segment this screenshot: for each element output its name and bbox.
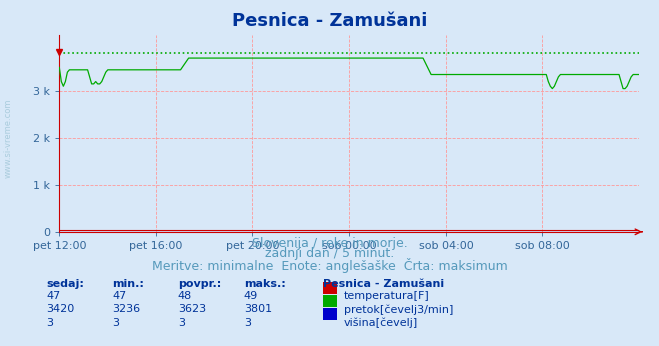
Text: 48: 48 [178,291,192,301]
Text: maks.:: maks.: [244,279,285,289]
Text: 3801: 3801 [244,304,272,315]
Text: sedaj:: sedaj: [46,279,84,289]
Text: www.si-vreme.com: www.si-vreme.com [3,99,13,178]
Text: Slovenija / reke in morje.: Slovenija / reke in morje. [252,237,407,250]
Text: 3: 3 [112,318,119,328]
Text: 3: 3 [244,318,251,328]
Text: 47: 47 [112,291,127,301]
Text: 3623: 3623 [178,304,206,315]
Text: min.:: min.: [112,279,144,289]
Text: povpr.:: povpr.: [178,279,221,289]
Text: 3: 3 [46,318,53,328]
Text: Pesnica - Zamušani: Pesnica - Zamušani [323,279,444,289]
Text: 3236: 3236 [112,304,140,315]
Text: Pesnica - Zamušani: Pesnica - Zamušani [232,12,427,30]
Text: višina[čevelj]: višina[čevelj] [344,318,418,328]
Text: temperatura[F]: temperatura[F] [344,291,430,301]
Text: 3: 3 [178,318,185,328]
Text: 49: 49 [244,291,258,301]
Text: Meritve: minimalne  Enote: anglešaške  Črta: maksimum: Meritve: minimalne Enote: anglešaške Črt… [152,258,507,273]
Text: 47: 47 [46,291,61,301]
Text: 3420: 3420 [46,304,74,315]
Text: zadnji dan / 5 minut.: zadnji dan / 5 minut. [265,247,394,261]
Text: pretok[čevelj3/min]: pretok[čevelj3/min] [344,304,453,315]
